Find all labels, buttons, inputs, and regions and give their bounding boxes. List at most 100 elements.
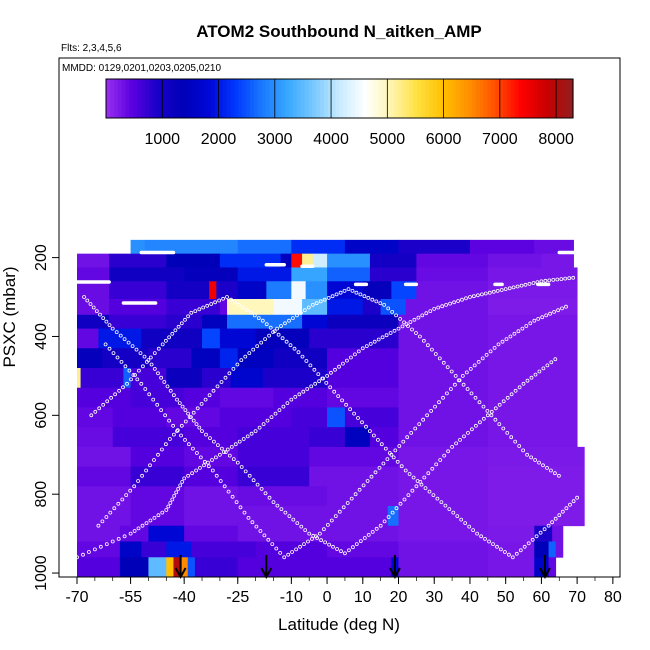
flight-point <box>104 319 109 324</box>
flight-point <box>178 483 183 488</box>
flight-point <box>515 284 520 289</box>
heatmap-cell <box>166 314 203 329</box>
flight-point <box>296 350 301 355</box>
colorbar-swatch <box>432 79 438 118</box>
heatmap-cell <box>487 253 542 268</box>
heatmap-cell <box>237 466 310 487</box>
flight-point <box>382 519 387 524</box>
colorbar-swatch <box>137 79 142 118</box>
flight-point <box>128 531 133 536</box>
colorbar-swatch <box>316 79 321 118</box>
flight-point <box>508 334 513 339</box>
x-tick-label: 80 <box>604 589 622 606</box>
flight-point <box>348 407 353 412</box>
flight-point <box>156 513 161 518</box>
flight-point <box>495 288 500 293</box>
heatmap-cell <box>369 267 417 282</box>
colorbar-swatch <box>335 79 341 118</box>
colorbar-tick-label: 8000 <box>538 131 574 148</box>
heatmap-cell <box>112 407 167 428</box>
flight-point <box>140 364 145 369</box>
flight-point <box>306 305 311 310</box>
flight-point <box>449 369 454 374</box>
flight-point <box>471 294 476 299</box>
heatmap-cell <box>237 348 274 369</box>
flight-point <box>514 551 519 556</box>
colorbar-swatch <box>121 79 127 118</box>
flight-point <box>101 402 106 407</box>
heatmap-cell <box>77 407 114 428</box>
flight-point <box>193 309 198 314</box>
flight-point <box>177 401 182 406</box>
flight-point <box>513 439 518 444</box>
heatmap-cell <box>327 314 399 329</box>
flight-point <box>381 461 386 466</box>
flight-point <box>229 297 233 302</box>
colorbar-swatch <box>425 79 430 118</box>
flight-point <box>301 389 306 394</box>
heatmap-cell <box>191 541 257 558</box>
flight-point <box>160 510 165 515</box>
colorbar-swatch <box>168 79 173 118</box>
flight-point <box>149 362 154 367</box>
flight-point <box>448 301 453 306</box>
flight-point <box>557 473 561 478</box>
flight-point <box>183 317 187 322</box>
flight-point <box>186 473 191 478</box>
flight-point <box>240 305 245 310</box>
flight-point <box>365 479 370 483</box>
heatmap-cell <box>77 267 110 282</box>
colorbar-swatch <box>172 79 177 118</box>
flight-point <box>277 408 282 413</box>
flight-point <box>200 429 204 434</box>
heatmap-cell <box>302 253 314 268</box>
flight-point <box>255 482 260 487</box>
flight-point <box>356 416 360 420</box>
colorbar-swatch <box>129 79 134 118</box>
flight-point <box>512 331 517 336</box>
flight-point <box>491 289 496 294</box>
flight-point <box>529 375 534 380</box>
flight-point <box>306 539 310 544</box>
flight-point <box>230 494 235 499</box>
heatmap-cell <box>291 407 328 428</box>
flight-point <box>107 323 112 328</box>
flight-point <box>312 367 317 372</box>
flight-point <box>471 528 476 532</box>
flight-point <box>434 462 439 467</box>
flight-point <box>286 552 291 557</box>
flight-point <box>469 391 474 396</box>
flight-point <box>132 529 137 533</box>
flight-point <box>140 523 145 528</box>
flight-point <box>171 423 176 428</box>
flight-point <box>454 441 459 446</box>
heatmap-cell <box>487 446 585 467</box>
heatmap-cell <box>77 348 103 369</box>
flight-point <box>408 320 413 324</box>
colorbar-swatch <box>308 79 313 118</box>
flight-point <box>217 298 222 303</box>
heatmap-cell <box>369 253 417 268</box>
flight-point <box>463 521 468 525</box>
flight-point <box>523 282 528 287</box>
heatmap-cell <box>398 314 489 329</box>
colorbar-swatch <box>475 79 481 118</box>
flight-point <box>425 343 430 348</box>
flight-point <box>122 337 127 342</box>
flight-point <box>171 393 176 398</box>
colorbar-swatch <box>249 79 255 118</box>
flight-point <box>207 393 212 398</box>
colorbar-swatch <box>288 79 294 118</box>
flight-point <box>339 549 343 554</box>
flight-point <box>186 314 191 319</box>
flight-point <box>299 524 304 529</box>
flight-point <box>287 318 291 323</box>
flight-point <box>134 347 139 352</box>
flight-point <box>407 472 412 476</box>
heatmap-cell <box>280 253 292 268</box>
colorbar-swatch <box>506 79 512 118</box>
flight-point <box>162 380 167 384</box>
colorbar-swatch <box>141 79 146 118</box>
heatmap-cell <box>327 299 364 316</box>
colorbar-swatch <box>440 79 446 118</box>
